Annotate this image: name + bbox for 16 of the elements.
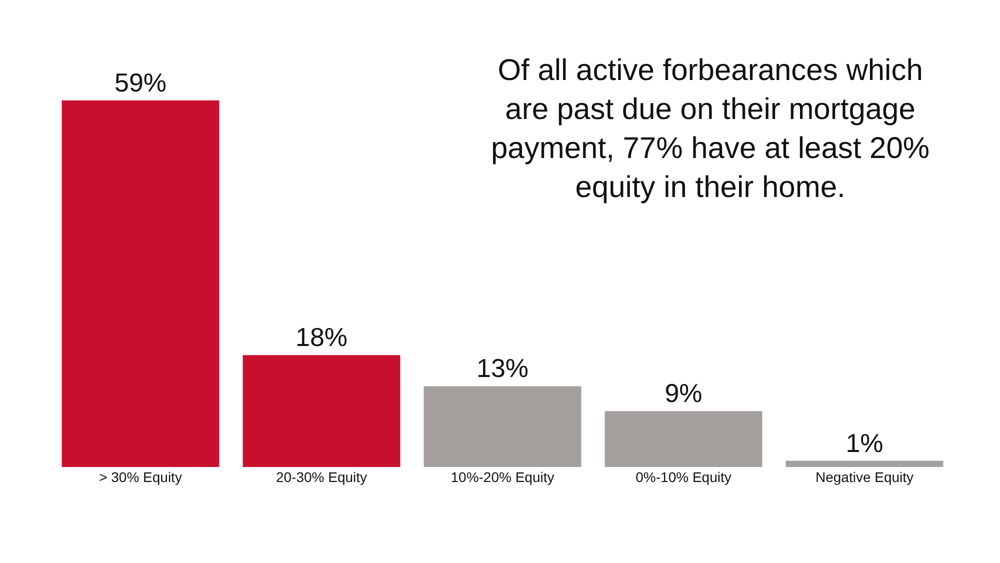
bar: [604, 411, 762, 467]
data-label: 1%: [846, 428, 884, 458]
data-label: 18%: [295, 322, 348, 352]
data-label: 9%: [664, 378, 702, 408]
bar: [424, 386, 582, 467]
x-tick-label: 0%-10% Equity: [636, 469, 732, 485]
data-label: 59%: [114, 67, 167, 98]
bar: [62, 100, 220, 467]
bar: [242, 355, 400, 467]
annotation: Of all active forbearances which are past due on their mortgage payment, 77% have at least 20% equity in their home.: [491, 54, 930, 204]
x-tick-label: > 30% Equity: [99, 469, 182, 485]
bar: [786, 460, 944, 467]
x-tick-label: 10%-20% Equity: [450, 469, 554, 485]
data-label: 13%: [476, 353, 529, 384]
x-tick-label: Negative Equity: [815, 469, 914, 485]
x-tick-label: 20-30% Equity: [276, 469, 368, 485]
